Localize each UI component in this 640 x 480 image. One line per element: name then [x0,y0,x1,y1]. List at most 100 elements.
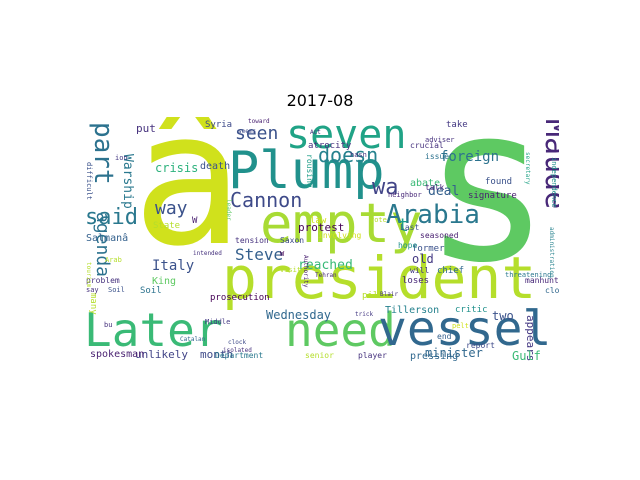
word-prosecution: prosecution [210,293,270,303]
word-gulf: Gulf [512,349,541,362]
word-senior: senior [305,351,334,360]
word-many: many [88,293,98,315]
word-a-circ: â [132,117,244,287]
word-catalan: Catalan [180,336,206,343]
word-hope: hope [398,241,418,250]
word-syria: Syria [205,120,233,130]
word-two: two [492,309,514,323]
word-neighbor: neighbor [388,191,422,199]
word-said: said [85,205,138,230]
word-protest: protest [298,221,345,234]
word-authority: Authority [302,255,309,288]
word-crucial: crucial [410,141,444,150]
word-ion: ion [115,154,128,162]
word-later: Later [84,303,223,357]
word-wednesday: Wednesday [266,308,332,322]
word-seems: seems [238,128,257,135]
word-close: close [545,286,559,295]
word-vote: vote [370,216,387,224]
word-need: need [285,303,396,357]
word-seasoned: seasoned [420,231,459,240]
word-minister: minister [425,346,483,360]
word-t: t [398,215,409,236]
word-foreign: foreign [440,149,500,165]
word-seen: seen [235,123,279,144]
word-say: say [86,286,99,294]
word-rousing: rousing [305,154,314,188]
word-spokesman: spokesman [90,349,145,360]
word-end: end [437,332,452,341]
word-secretary: secretary [524,152,531,185]
word-seven: seven [286,117,407,158]
word-loses: loses [402,276,430,286]
word-manhunt: manhunt [525,276,559,285]
word-wa: wa [372,175,399,200]
word-problem: problem [86,276,120,285]
word-intended: intended [193,250,222,257]
word-middle: Middle [205,318,231,326]
word-tillerson: Tillerson [385,305,440,316]
word-last: Last [400,223,420,232]
word-s: s [422,117,552,310]
word-arab: Arab [105,256,122,264]
word-isolated: isolated [223,347,252,354]
word-italy: Italy [152,258,195,274]
word-pressing: pressing [410,351,459,362]
word-adviser: adviser [425,136,455,144]
word-chief: chief [437,266,465,276]
word-department: Department [215,351,264,360]
word-issue: issue [425,152,450,161]
word-salmana: Salmanâ [86,233,129,244]
word-unlikely: unlikely [135,348,188,361]
word-cloud: â s president empty Plump Later need vessel seve… [80,117,559,362]
word-way: way [155,198,188,219]
word-law: law [310,216,327,226]
word-plump: Plump [228,141,385,201]
word-state: State [153,221,181,231]
word-administration: administration [548,227,555,278]
word-king: King [152,276,177,287]
word-former: former [412,244,445,254]
word-blair: Blair [380,291,399,298]
word-player: player [358,351,387,360]
word-toward: toward [248,118,270,125]
word-talk: talk [425,183,445,192]
word-leader: leader [225,199,232,221]
word-arabia: Arabia [386,200,480,230]
word-month: month [200,348,234,361]
figure-title: 2017-08 [286,91,354,110]
word-w-1: W [192,216,198,226]
word-act: Act [310,129,321,136]
word-put: put [136,122,156,135]
word-soil-1: Soil [108,286,125,294]
word-trick: trick [355,311,374,318]
word-involving: involving [318,231,362,240]
word-vessel: vessel [378,301,552,357]
word-critic: critic [455,305,488,315]
word-agenda: agenda [92,212,113,278]
word-will: will [410,266,430,275]
word-doesn: doesn [318,143,379,167]
word-take: take [446,120,468,130]
word-saxon: Saxon [280,236,305,245]
word-tehran: Tehran [315,272,337,279]
word-clock: clock [228,339,247,346]
word-found: found [485,177,513,187]
word-death: death [200,161,231,172]
word-bu: bu [104,321,113,329]
word-w-2: W [280,250,285,258]
word-atrocity: atrocity [308,141,352,151]
word-pelt: pelt [452,322,469,330]
word-part: part [88,122,118,185]
word-steve: Steve [235,245,284,264]
word-warship: Warship [120,154,135,209]
word-deal: deal [428,184,460,199]
word-president: president [222,244,537,312]
word-cannon: Cannon [230,188,303,212]
word-difficult: difficult [85,162,93,200]
word-visit: visit [280,266,302,274]
word-hasn: hasn [350,151,367,159]
word-tension: tension [235,236,269,245]
word-independence: independence [550,157,558,208]
word-tourism: tourism [85,262,92,288]
